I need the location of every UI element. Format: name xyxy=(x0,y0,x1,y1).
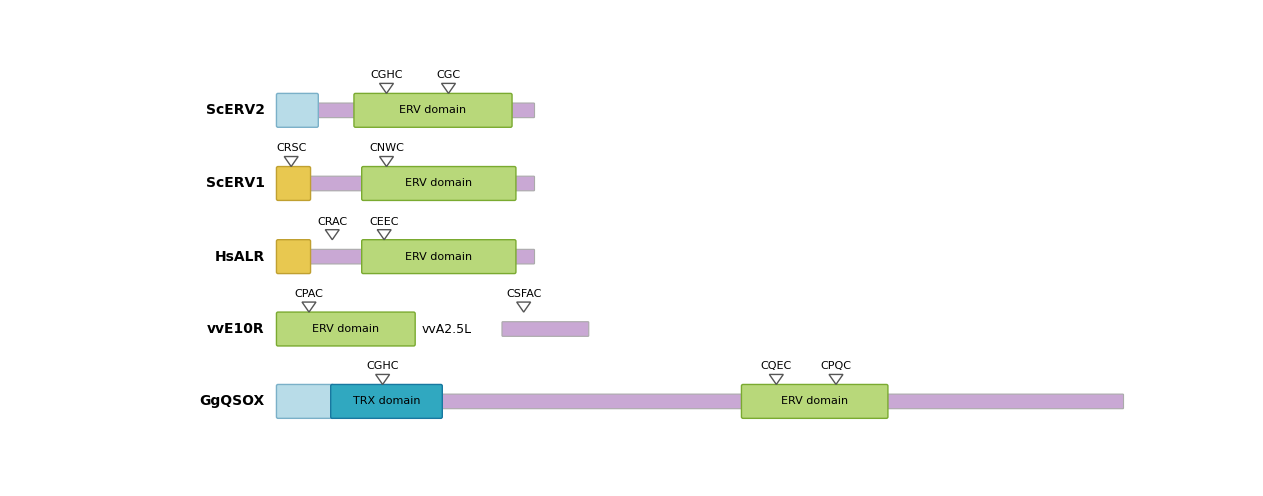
Text: CGHC: CGHC xyxy=(366,362,399,372)
FancyBboxPatch shape xyxy=(741,384,888,418)
Polygon shape xyxy=(302,302,316,312)
Text: CGHC: CGHC xyxy=(370,70,403,80)
FancyBboxPatch shape xyxy=(361,167,515,200)
Text: vvA2.5L: vvA2.5L xyxy=(422,322,472,335)
Text: GgQSOX: GgQSOX xyxy=(200,394,265,408)
Text: ERV domain: ERV domain xyxy=(312,324,379,334)
Polygon shape xyxy=(769,374,783,384)
Text: ERV domain: ERV domain xyxy=(405,251,472,261)
Polygon shape xyxy=(442,83,456,93)
Polygon shape xyxy=(284,157,298,167)
FancyBboxPatch shape xyxy=(277,167,311,200)
Polygon shape xyxy=(375,374,389,384)
FancyBboxPatch shape xyxy=(277,312,416,346)
Text: CGC: CGC xyxy=(437,70,461,80)
Text: vvE10R: vvE10R xyxy=(207,322,265,336)
Polygon shape xyxy=(379,157,394,167)
Polygon shape xyxy=(378,230,392,240)
FancyBboxPatch shape xyxy=(277,249,534,264)
FancyBboxPatch shape xyxy=(277,103,534,118)
FancyBboxPatch shape xyxy=(277,384,333,418)
Text: CPAC: CPAC xyxy=(294,289,323,299)
Text: CNWC: CNWC xyxy=(369,143,404,153)
Text: CRSC: CRSC xyxy=(277,143,307,153)
Text: CPQC: CPQC xyxy=(821,362,851,372)
Text: ScERV2: ScERV2 xyxy=(206,103,265,118)
Text: CQEC: CQEC xyxy=(760,362,792,372)
FancyBboxPatch shape xyxy=(331,384,442,418)
FancyBboxPatch shape xyxy=(277,394,1124,409)
Text: CEEC: CEEC xyxy=(369,217,399,227)
FancyBboxPatch shape xyxy=(354,93,512,127)
Polygon shape xyxy=(517,302,530,312)
FancyBboxPatch shape xyxy=(277,240,311,274)
Polygon shape xyxy=(829,374,842,384)
Text: CSFAC: CSFAC xyxy=(506,289,542,299)
FancyBboxPatch shape xyxy=(501,322,589,336)
Polygon shape xyxy=(379,83,394,93)
Polygon shape xyxy=(326,230,340,240)
Text: ERV domain: ERV domain xyxy=(781,396,849,406)
FancyBboxPatch shape xyxy=(277,176,534,191)
Text: HsALR: HsALR xyxy=(215,249,265,264)
Text: ERV domain: ERV domain xyxy=(399,105,466,116)
Text: TRX domain: TRX domain xyxy=(352,396,421,406)
Text: CRAC: CRAC xyxy=(317,217,347,227)
FancyBboxPatch shape xyxy=(361,240,515,274)
Text: ERV domain: ERV domain xyxy=(405,179,472,188)
FancyBboxPatch shape xyxy=(277,93,318,127)
Text: ScERV1: ScERV1 xyxy=(206,177,265,190)
